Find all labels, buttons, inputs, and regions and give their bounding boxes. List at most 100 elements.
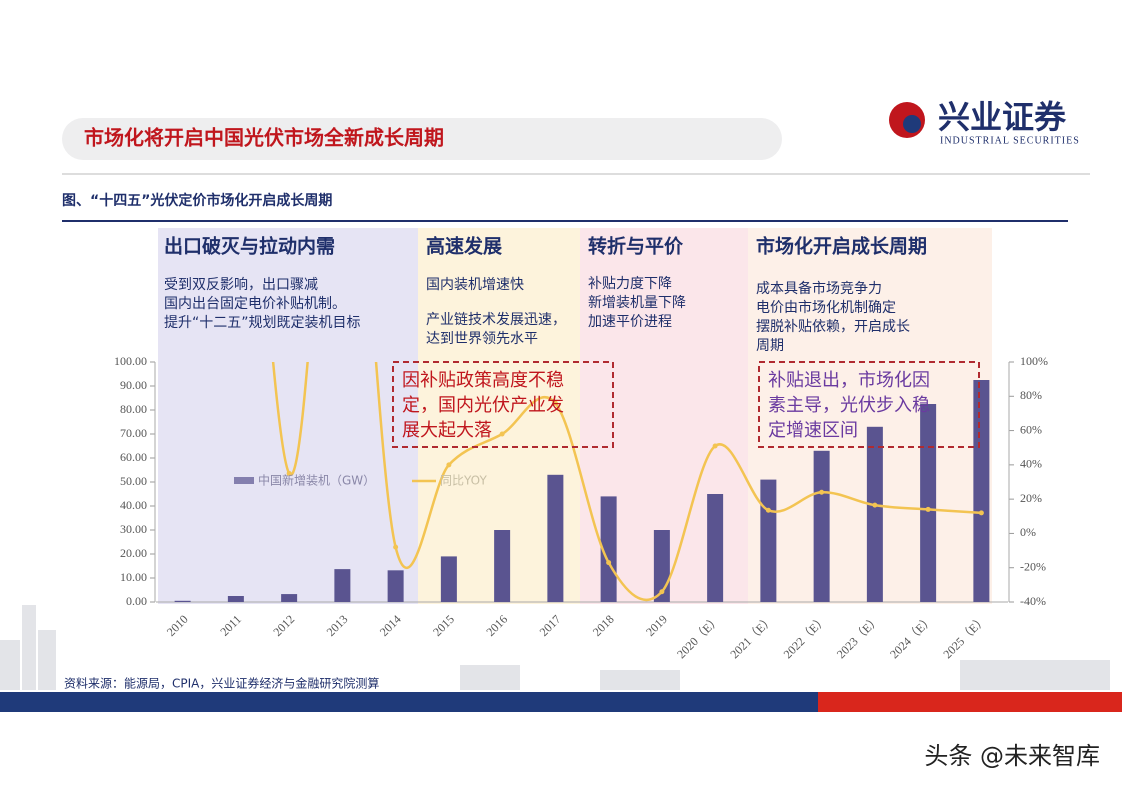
line-marker bbox=[499, 431, 505, 437]
bar bbox=[334, 569, 351, 602]
annotation-text: 定，国内光伏产业发 bbox=[402, 395, 564, 416]
phase-text: 加速平价进程 bbox=[588, 314, 672, 330]
x-tick-label: 2017 bbox=[537, 612, 564, 639]
phase-text: 国内出台固定电价补贴机制。 bbox=[164, 296, 346, 312]
y-tick-label: 60.00 bbox=[120, 450, 147, 464]
bar bbox=[973, 380, 990, 602]
chart-title: 图、“十四五”光伏定价市场化开启成长周期 bbox=[62, 192, 332, 209]
annotation-text: 补贴退出，市场化因 bbox=[768, 370, 930, 391]
line-marker bbox=[925, 506, 931, 512]
logo-sub: INDUSTRIAL SECURITIES bbox=[940, 135, 1080, 146]
phase-text: 受到双反影响，出口骤减 bbox=[164, 277, 318, 293]
y2-tick-label: -40% bbox=[1020, 594, 1046, 608]
y-tick-label: 40.00 bbox=[120, 498, 147, 512]
y-tick-label: 100.00 bbox=[114, 354, 147, 368]
annotation-text: 因补贴政策高度不稳 bbox=[402, 370, 564, 391]
bar bbox=[866, 426, 883, 602]
line-marker bbox=[393, 544, 399, 550]
x-tick-label: 2015 bbox=[430, 612, 457, 639]
x-tick-label: 2013 bbox=[324, 612, 351, 639]
x-tick-label: 2012 bbox=[270, 612, 297, 639]
phase-text: 国内装机增速快 bbox=[426, 277, 524, 293]
y2-tick-label: 60% bbox=[1020, 422, 1042, 436]
bar bbox=[281, 594, 298, 602]
x-tick-label: 2016 bbox=[483, 612, 510, 639]
x-tick-label: 2011 bbox=[217, 612, 244, 639]
y2-tick-label: 100% bbox=[1020, 354, 1048, 368]
y-tick-label: 0.00 bbox=[126, 594, 147, 608]
slide-title: 市场化将开启中国光伏市场全新成长周期 bbox=[84, 126, 444, 150]
line-marker bbox=[606, 560, 612, 566]
y-tick-label: 20.00 bbox=[120, 546, 147, 560]
plot: 0.00 10.00 20.00 30.00 40.00 50.00 60.00 70.00 8… bbox=[114, 34, 1048, 661]
bar bbox=[600, 496, 617, 602]
y-tick-label: 90.00 bbox=[120, 378, 147, 392]
phase-text: 达到世界领先水平 bbox=[426, 331, 538, 347]
phase-text: 电价由市场化机制确定 bbox=[756, 299, 896, 316]
bar bbox=[813, 450, 830, 602]
y-tick-label: 70.00 bbox=[120, 426, 147, 440]
bar bbox=[174, 600, 191, 602]
line-marker bbox=[819, 489, 825, 495]
legend-label: 同比YOY bbox=[440, 474, 487, 488]
watermark: 头条 @未来智库 bbox=[924, 742, 1100, 770]
y2-tick-label: 20% bbox=[1020, 491, 1042, 505]
annotation-text: 定增速区间 bbox=[768, 420, 858, 441]
y-tick-label: 30.00 bbox=[120, 522, 147, 536]
phase-text: 产业链技术发展迅速， bbox=[426, 312, 566, 328]
bar bbox=[227, 596, 244, 602]
phase-text: 成本具备市场竞争力 bbox=[756, 280, 882, 297]
line-marker bbox=[340, 34, 345, 39]
y2-tick-label: -20% bbox=[1020, 559, 1046, 573]
annotation-box bbox=[758, 361, 980, 448]
x-tick-label: 2014 bbox=[377, 612, 404, 639]
phase-title: 高速发展 bbox=[426, 235, 502, 258]
line-marker bbox=[552, 400, 558, 406]
x-tick-label: 2021（E） bbox=[727, 612, 776, 661]
y-tick-label: 50.00 bbox=[120, 474, 147, 488]
bar bbox=[387, 570, 404, 602]
phase-title: 出口破灭与拉动内需 bbox=[164, 235, 335, 258]
footer-band bbox=[818, 692, 1122, 712]
bar bbox=[440, 556, 457, 602]
phase-title: 市场化开启成长周期 bbox=[756, 235, 927, 258]
phase-text: 摆脱补贴依赖，开启成长 bbox=[756, 319, 910, 335]
skyline bbox=[0, 605, 1110, 690]
footer-band bbox=[0, 692, 818, 712]
title-bar bbox=[62, 118, 782, 160]
line-marker bbox=[659, 589, 665, 595]
phase-text: 周期 bbox=[756, 338, 784, 354]
annotation-text: 展大起大落 bbox=[402, 420, 492, 441]
x-tick-label: 2019 bbox=[643, 612, 670, 639]
legend-label: 中国新增装机（GW） bbox=[258, 473, 375, 488]
bar bbox=[760, 479, 777, 602]
x-tick-label: 2023（E） bbox=[834, 612, 883, 661]
bar bbox=[707, 494, 724, 602]
y2-tick-label: 0% bbox=[1020, 525, 1036, 539]
line-marker bbox=[712, 443, 718, 449]
x-tick-label: 2022（E） bbox=[781, 612, 830, 661]
phase-text: 补贴力度下降 bbox=[588, 276, 672, 292]
y2-tick-label: 80% bbox=[1020, 388, 1042, 402]
phase-text: 提升“十二五”规划既定装机目标 bbox=[164, 315, 361, 331]
x-tick-label: 2010 bbox=[164, 612, 191, 639]
x-tick-label: 2024（E） bbox=[887, 612, 936, 661]
phase-title: 转折与平价 bbox=[588, 235, 684, 258]
annotation-box bbox=[392, 361, 614, 448]
line-marker bbox=[872, 502, 878, 508]
y-tick-label: 10.00 bbox=[120, 570, 147, 584]
logo-icon-inner bbox=[903, 115, 921, 133]
source: 资料来源：能源局，CPIA，兴业证券经济与金融研究院测算 bbox=[64, 676, 379, 691]
line-marker bbox=[286, 470, 292, 476]
phase-band bbox=[158, 228, 418, 604]
line-marker bbox=[765, 507, 771, 513]
legend-swatch bbox=[234, 477, 254, 484]
y2-tick-label: 40% bbox=[1020, 457, 1042, 471]
bar bbox=[547, 474, 564, 602]
x-tick-label: 2025（E） bbox=[940, 612, 989, 661]
line-marker bbox=[978, 510, 984, 516]
phase-text: 新增装机量下降 bbox=[588, 295, 686, 311]
x-tick-label: 2020（E） bbox=[674, 612, 723, 661]
y-tick-label: 80.00 bbox=[120, 402, 147, 416]
